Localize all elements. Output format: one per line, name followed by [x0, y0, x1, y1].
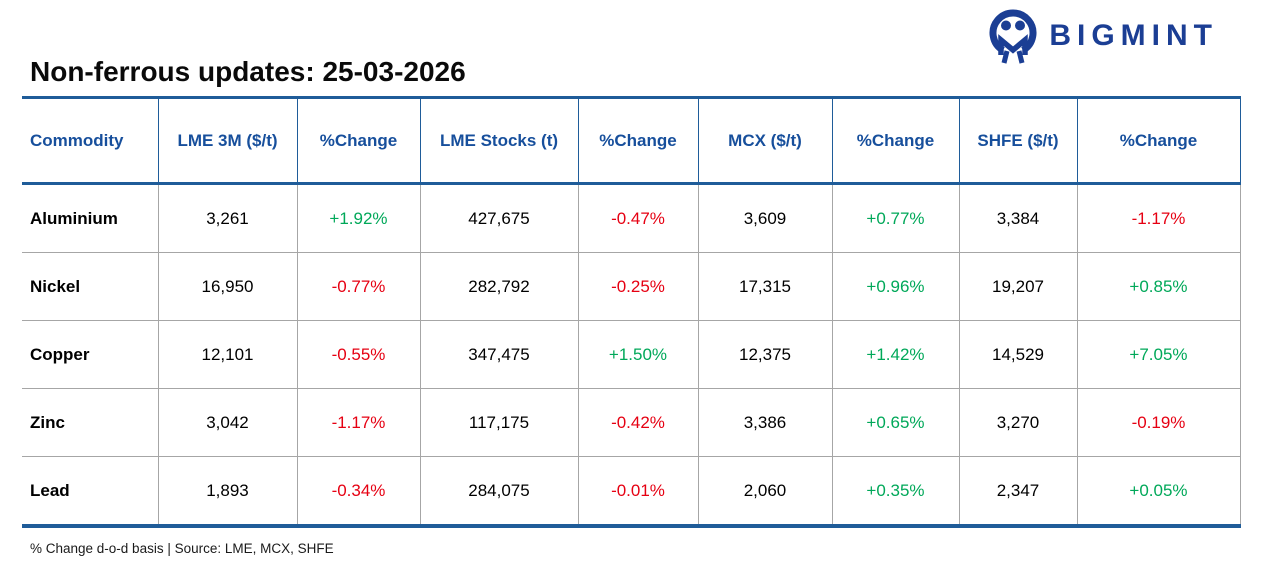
cell-lme-3m-change: -0.77% [296, 252, 420, 321]
page-title: Non-ferrous updates: 25-03-2026 [30, 56, 466, 87]
column-header-lme-3m-change: %Change [296, 96, 420, 185]
cell-commodity: Lead [22, 456, 158, 528]
cell-commodity: Copper [22, 320, 158, 389]
column-header-shfe: SHFE ($/t) [958, 96, 1077, 185]
bigmint-logo: BIGMINT [987, 8, 1218, 64]
cell-lme-3m-change: +1.92% [296, 183, 420, 253]
column-header-mcx: MCX ($/t) [697, 96, 832, 185]
cell-commodity: Aluminium [22, 183, 158, 253]
cell-shfe: 19,207 [958, 252, 1077, 321]
bigmint-logo-text: BIGMINT [1049, 19, 1218, 52]
cell-shfe-change: -1.17% [1076, 183, 1241, 253]
table-row: Lead 1,893 -0.34% 284,075 -0.01% 2,060 +… [22, 456, 1241, 528]
table-row: Copper 12,101 -0.55% 347,475 +1.50% 12,3… [22, 320, 1241, 389]
column-header-lme-stocks: LME Stocks (t) [419, 96, 578, 185]
cell-lme-3m: 3,042 [157, 388, 297, 457]
cell-lme-3m: 3,261 [157, 183, 297, 253]
cell-mcx: 3,609 [697, 183, 832, 253]
cell-shfe: 14,529 [958, 320, 1077, 389]
cell-lme-3m-change: -0.55% [296, 320, 420, 389]
cell-lme-stocks-change: -0.01% [577, 456, 698, 528]
table-row: Aluminium 3,261 +1.92% 427,675 -0.47% 3,… [22, 183, 1241, 253]
cell-mcx-change: +0.35% [831, 456, 959, 528]
cell-mcx-change: +1.42% [831, 320, 959, 389]
cell-commodity: Nickel [22, 252, 158, 321]
cell-lme-stocks: 347,475 [419, 320, 578, 389]
cell-lme-3m: 16,950 [157, 252, 297, 321]
cell-mcx-change: +0.77% [831, 183, 959, 253]
cell-mcx-change: +0.96% [831, 252, 959, 321]
table-row: Zinc 3,042 -1.17% 117,175 -0.42% 3,386 +… [22, 388, 1241, 457]
cell-lme-stocks: 282,792 [419, 252, 578, 321]
cell-shfe-change: +7.05% [1076, 320, 1241, 389]
column-header-commodity: Commodity [22, 96, 158, 185]
cell-mcx-change: +0.65% [831, 388, 959, 457]
table-row: Nickel 16,950 -0.77% 282,792 -0.25% 17,3… [22, 252, 1241, 321]
cell-shfe-change: -0.19% [1076, 388, 1241, 457]
cell-shfe: 3,270 [958, 388, 1077, 457]
footnote: % Change d-o-d basis | Source: LME, MCX,… [30, 541, 334, 556]
column-header-mcx-change: %Change [831, 96, 959, 185]
cell-lme-stocks-change: -0.42% [577, 388, 698, 457]
cell-lme-3m-change: -0.34% [296, 456, 420, 528]
cell-mcx: 17,315 [697, 252, 832, 321]
cell-lme-stocks-change: +1.50% [577, 320, 698, 389]
cell-mcx: 3,386 [697, 388, 832, 457]
cell-lme-3m: 1,893 [157, 456, 297, 528]
cell-lme-stocks: 427,675 [419, 183, 578, 253]
column-header-lme-stocks-change: %Change [577, 96, 698, 185]
cell-lme-3m-change: -1.17% [296, 388, 420, 457]
cell-shfe: 3,384 [958, 183, 1077, 253]
cell-lme-3m: 12,101 [157, 320, 297, 389]
cell-shfe: 2,347 [958, 456, 1077, 528]
column-header-shfe-change: %Change [1076, 96, 1241, 185]
cell-commodity: Zinc [22, 388, 158, 457]
cell-lme-stocks: 117,175 [419, 388, 578, 457]
cell-lme-stocks: 284,075 [419, 456, 578, 528]
cell-shfe-change: +0.85% [1076, 252, 1241, 321]
cell-lme-stocks-change: -0.25% [577, 252, 698, 321]
column-header-lme-3m: LME 3M ($/t) [157, 96, 297, 185]
table-header-row: Commodity LME 3M ($/t) %Change LME Stock… [22, 96, 1241, 185]
cell-shfe-change: +0.05% [1076, 456, 1241, 528]
cell-mcx: 2,060 [697, 456, 832, 528]
commodity-table: Commodity LME 3M ($/t) %Change LME Stock… [22, 96, 1241, 528]
cell-lme-stocks-change: -0.47% [577, 183, 698, 253]
bigmint-logo-icon [989, 9, 1037, 64]
cell-mcx: 12,375 [697, 320, 832, 389]
